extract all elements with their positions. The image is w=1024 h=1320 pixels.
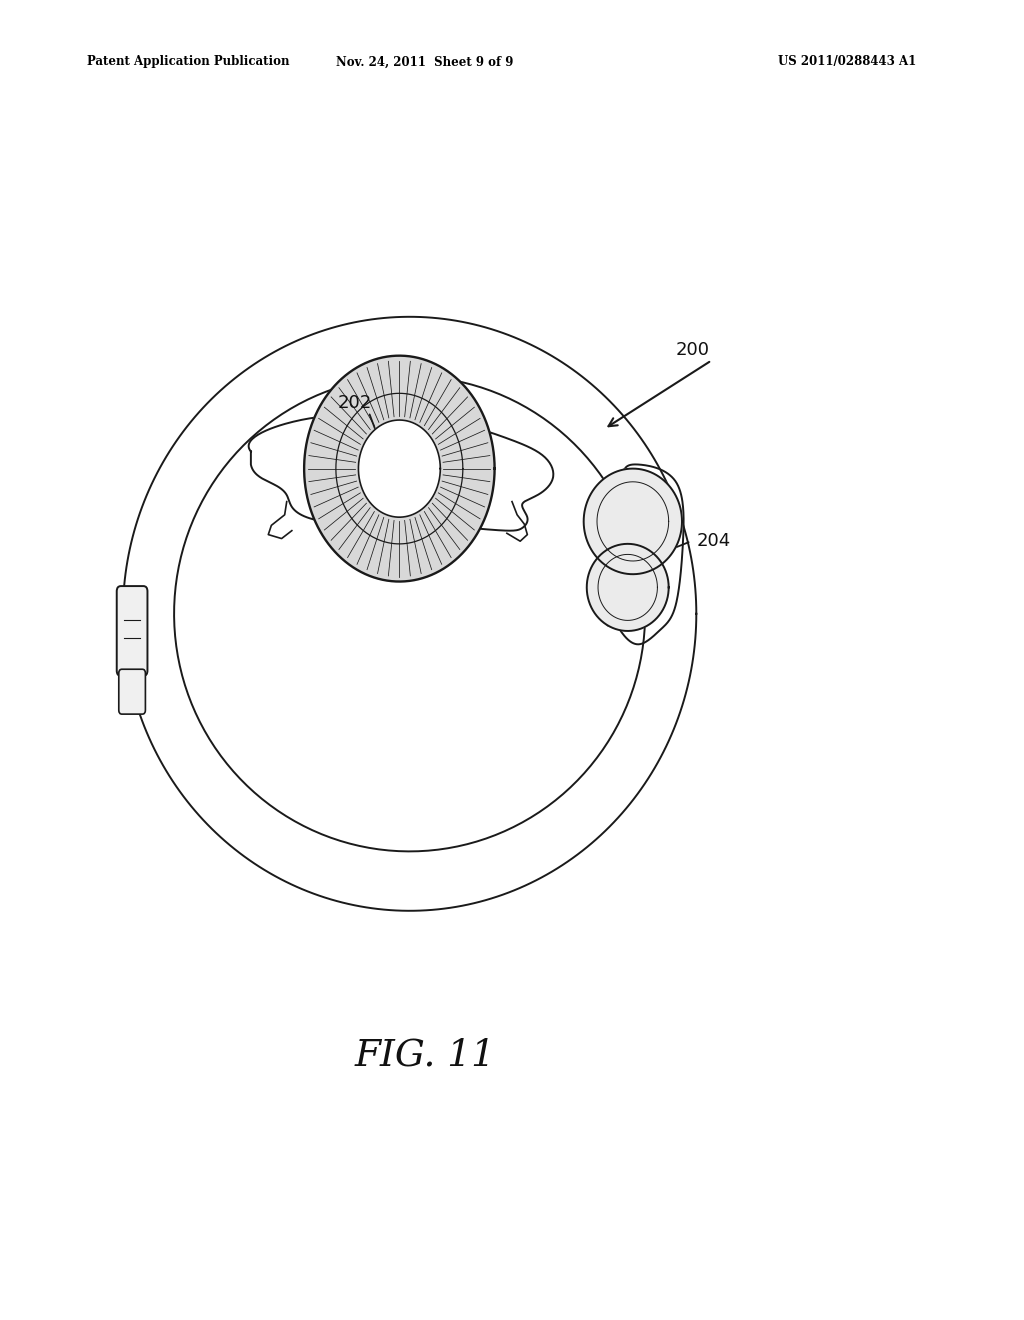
Text: Patent Application Publication: Patent Application Publication [87, 55, 290, 69]
Text: US 2011/0288443 A1: US 2011/0288443 A1 [778, 55, 916, 69]
Text: Nov. 24, 2011  Sheet 9 of 9: Nov. 24, 2011 Sheet 9 of 9 [336, 55, 514, 69]
Polygon shape [587, 544, 669, 631]
FancyBboxPatch shape [119, 669, 145, 714]
Polygon shape [358, 420, 440, 517]
Text: 204: 204 [696, 532, 730, 550]
Polygon shape [584, 469, 682, 574]
FancyBboxPatch shape [117, 586, 147, 676]
Text: 200: 200 [676, 341, 710, 359]
Text: FIG. 11: FIG. 11 [354, 1038, 496, 1074]
Polygon shape [304, 355, 495, 582]
Text: 202: 202 [338, 393, 372, 412]
